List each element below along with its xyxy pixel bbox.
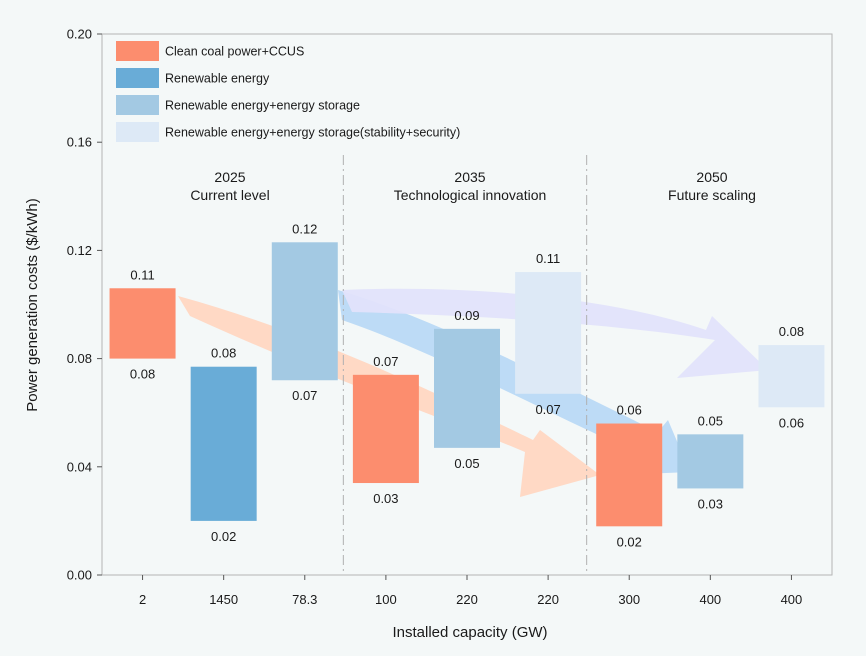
bar [515, 272, 582, 394]
bar-high-label: 0.05 [698, 413, 723, 428]
period-year-3: 2050 [696, 169, 727, 185]
legend: Clean coal power+CCUS Renewable energy Ren… [116, 41, 460, 142]
bar-high-label: 0.08 [211, 346, 236, 361]
storage-trend-arrow [342, 288, 768, 378]
bar [677, 434, 744, 489]
bar-low-label: 0.08 [130, 367, 155, 382]
bar-high-label: 0.06 [617, 403, 642, 418]
period-year-1: 2025 [214, 169, 245, 185]
x-axis: 2 1450 78.3 100 220 220 300 400 400 [139, 575, 802, 607]
bar [109, 288, 176, 359]
x-tick-label: 220 [537, 592, 559, 607]
bar-low-label: 0.07 [535, 402, 560, 417]
period-label-3: Future scaling [668, 187, 756, 203]
y-axis: 0.00 0.04 0.08 0.12 0.16 0.20 [67, 27, 102, 583]
x-tick-label: 100 [375, 592, 397, 607]
bar-high-label: 0.11 [130, 267, 154, 282]
bar-high-label: 0.09 [454, 308, 479, 323]
y-tick-label: 0.12 [67, 243, 92, 258]
bar-high-label: 0.12 [292, 221, 317, 236]
legend-label: Renewable energy+energy storage(stabilit… [165, 126, 460, 140]
y-tick-label: 0.16 [67, 135, 92, 150]
legend-label: Renewable energy+energy storage [165, 99, 360, 113]
x-tick-label: 78.3 [292, 592, 317, 607]
bar-low-label: 0.02 [211, 529, 236, 544]
bar-high-label: 0.07 [373, 354, 398, 369]
y-tick-label: 0.04 [67, 459, 92, 474]
legend-swatch [116, 95, 159, 115]
y-tick-label: 0.08 [67, 351, 92, 366]
legend-label: Renewable energy [165, 72, 270, 86]
bar-low-label: 0.03 [373, 491, 398, 506]
legend-label: Clean coal power+CCUS [165, 45, 304, 59]
bar [758, 345, 825, 408]
bar-low-label: 0.03 [698, 496, 723, 511]
bar-high-label: 0.08 [779, 324, 804, 339]
bars: 0.11 0.08 0.08 0.02 0.12 0.07 0.07 0.03 0.09 0.05… [109, 221, 825, 549]
period-year-2: 2035 [454, 169, 485, 185]
period-labels: 2025 Current level 2035 Technological in… [190, 169, 756, 203]
x-tick-label: 2 [139, 592, 146, 607]
bar [352, 374, 419, 484]
bar [596, 423, 663, 527]
x-axis-title: Installed capacity (GW) [392, 624, 547, 641]
period-dividers [342, 155, 588, 575]
period-label-2: Technological innovation [394, 187, 547, 203]
bar-low-label: 0.05 [454, 456, 479, 471]
x-tick-label: 300 [618, 592, 640, 607]
bar [434, 328, 500, 448]
bar-low-label: 0.06 [779, 415, 804, 430]
bar-low-label: 0.02 [617, 534, 642, 549]
y-tick-label: 0.00 [67, 568, 92, 583]
legend-swatch [116, 68, 159, 88]
bar [190, 366, 257, 521]
bar [271, 242, 338, 381]
x-tick-label: 400 [699, 592, 721, 607]
bar-low-label: 0.07 [292, 388, 317, 403]
period-label-1: Current level [190, 187, 269, 203]
bar-high-label: 0.11 [536, 251, 560, 266]
x-tick-label: 400 [781, 592, 803, 607]
legend-swatch [116, 122, 159, 142]
y-axis-title: Power generation costs ($/kWh) [24, 198, 41, 411]
legend-swatch [116, 41, 159, 61]
x-tick-label: 220 [456, 592, 478, 607]
x-tick-label: 1450 [209, 592, 238, 607]
y-tick-label: 0.20 [67, 27, 92, 42]
